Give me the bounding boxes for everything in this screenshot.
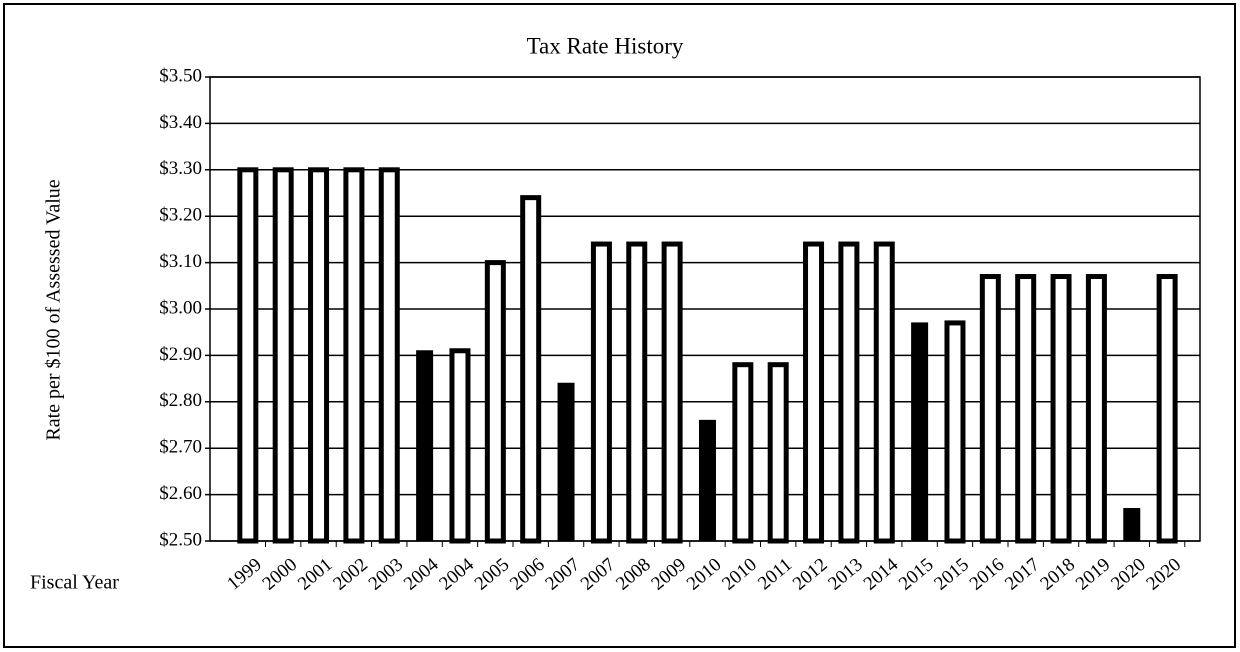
bar xyxy=(520,195,542,544)
bar xyxy=(590,241,612,544)
bar xyxy=(308,167,330,544)
y-tick-label: $3.10 xyxy=(159,251,202,272)
bar xyxy=(449,348,471,544)
bar xyxy=(416,350,434,542)
bar xyxy=(803,241,825,544)
bar xyxy=(378,167,400,544)
y-tick-label: $3.30 xyxy=(159,158,202,179)
y-tick-label: $2.60 xyxy=(159,483,202,504)
bar xyxy=(767,362,789,544)
bar xyxy=(838,241,860,544)
bar xyxy=(979,274,1001,544)
y-tick-label: $3.50 xyxy=(159,65,202,86)
y-tick-label: $3.00 xyxy=(159,297,202,318)
bar xyxy=(1123,508,1141,542)
bar xyxy=(944,320,966,544)
bar xyxy=(1050,274,1072,544)
bar xyxy=(661,241,683,544)
bar xyxy=(343,167,365,544)
bar xyxy=(698,419,716,542)
bar xyxy=(237,167,259,544)
bar xyxy=(1015,274,1037,544)
chart-title: Tax Rate History xyxy=(527,33,684,58)
y-tick-label: $2.80 xyxy=(159,390,202,411)
bar xyxy=(557,382,575,542)
y-tick-label: $3.40 xyxy=(159,112,202,133)
frame xyxy=(3,3,1236,648)
bar xyxy=(873,241,895,544)
x-axis-label: Fiscal Year xyxy=(30,572,119,594)
bar xyxy=(484,260,506,544)
bar xyxy=(732,362,754,544)
bar xyxy=(1085,274,1107,544)
y-tick-label: $2.70 xyxy=(159,437,202,458)
bar xyxy=(1156,274,1178,544)
bar xyxy=(911,322,929,542)
y-tick-label: $2.50 xyxy=(159,529,202,550)
bar xyxy=(272,167,294,544)
y-axis-label: Rate per $100 of Assessed Value xyxy=(43,179,65,440)
bar xyxy=(626,241,648,544)
y-tick-label: $2.90 xyxy=(159,344,202,365)
y-tick-label: $3.20 xyxy=(159,205,202,226)
